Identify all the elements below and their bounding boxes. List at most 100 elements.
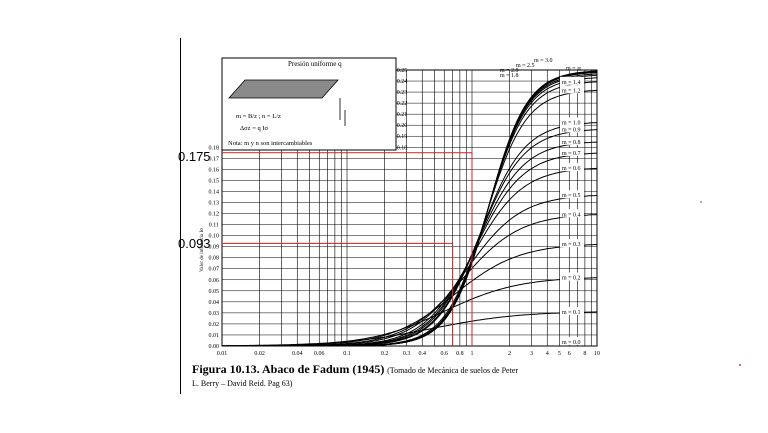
series-label: m = 1.4: [562, 80, 581, 86]
y-tick-label-inner: 0.21: [397, 112, 408, 118]
series-label-top: m = ∞: [566, 66, 581, 72]
y-tick-label: 0.03: [209, 311, 220, 317]
y-tick-label: 0.01: [209, 333, 220, 339]
series-label-bg: [560, 136, 584, 145]
y-tick-label-inner: 0.19: [397, 134, 408, 140]
series-label: m = 0.4: [562, 212, 581, 218]
inset-box: [221, 57, 397, 151]
caption-figure-label: Figura 10.13: [192, 362, 257, 376]
x-tick-label: 0.01: [217, 351, 228, 357]
series-label-bg: [560, 117, 584, 126]
series-label-bg: [560, 76, 584, 85]
inset-note: Nota: m y n son intercambiables: [228, 140, 313, 147]
y-tick-label-inner: 0.22: [397, 101, 408, 107]
y-tick-label: 0.15: [209, 178, 220, 184]
series-label: m = 0.1: [562, 310, 581, 316]
series-label: m = 0.3: [562, 242, 581, 248]
x-tick-label: 0.1: [343, 351, 351, 357]
series-label-top: m = 1.8: [500, 73, 519, 79]
series-label-bg: [560, 272, 584, 281]
curve-series-15: [222, 244, 598, 347]
series-label-top: m = 3.0: [534, 58, 553, 64]
caption-source-line1: (Tomado de Mecánica de suelos de Peter: [387, 366, 519, 375]
x-tick-label: 0.04: [292, 351, 303, 357]
x-tick-label: 0.3: [403, 351, 411, 357]
y-tick-label: 0.06: [209, 278, 220, 284]
caption-title: . Abaco de Fadum (1945): [256, 362, 385, 376]
y-tick-label: 0.05: [209, 289, 220, 295]
curve-series-13: [222, 194, 598, 347]
y-tick-label: 0.12: [209, 212, 220, 218]
curve-series-10: [222, 141, 598, 347]
series-label: m = 0.9: [562, 128, 581, 134]
stray-dot-gray: [700, 201, 702, 203]
y-tick-label-inner: 0.23: [397, 90, 408, 96]
y-tick-label: 0.17: [209, 156, 220, 162]
series-label-bg: [560, 163, 584, 172]
series-label-bg: [560, 124, 584, 133]
y-tick-label-inner: 0.24: [397, 79, 408, 85]
x-tick-label: 0.4: [419, 351, 427, 357]
y-tick-label: 0.10: [209, 234, 220, 240]
y-tick-label: 0.16: [209, 167, 220, 173]
series-label: m = 0.0: [562, 340, 581, 346]
inset-loaded-area: [228, 79, 339, 99]
inset-formula-stress: Δσz = q Iσ: [240, 125, 269, 132]
series-label: m = 0.5: [562, 193, 581, 199]
y-tick-label: 0.13: [209, 200, 220, 206]
x-tick-label: 3: [530, 351, 533, 357]
x-tick-label: 5: [558, 351, 561, 357]
curve-series-12: [222, 167, 598, 347]
y-tick-label: 0.09: [209, 245, 220, 251]
series-label: m = 0.6: [562, 166, 581, 172]
series-label-top: m = 2.0: [500, 68, 519, 74]
series-label-top: m = 2.5: [516, 63, 535, 69]
x-tick-label: 2: [508, 351, 511, 357]
y-tick-label: 0.02: [209, 322, 220, 328]
series-label: m = 0.2: [562, 276, 581, 282]
curve-series-17: [222, 311, 598, 347]
x-tick-label: 1: [471, 351, 474, 357]
series-label-bg: [560, 337, 584, 345]
y-tick-label: 0.04: [209, 300, 220, 306]
y-tick-label: 0.14: [209, 189, 220, 195]
x-tick-label: 0.2: [381, 351, 389, 357]
x-tick-label: 0.02: [254, 351, 265, 357]
series-label: m = 1.0: [562, 120, 581, 126]
series-label-bg: [560, 85, 584, 94]
slide-left-rule: [180, 38, 181, 394]
x-tick-label: 0.6: [441, 351, 449, 357]
y-axis-label: Valor de influencia Iσ: [200, 228, 205, 272]
x-tick-label: 6: [568, 351, 571, 357]
inset-title: Presión uniforme q: [288, 60, 342, 68]
y-tick-label: 0.00: [209, 344, 220, 350]
x-tick-label: 4: [546, 351, 549, 357]
x-tick-label: 0.06: [314, 351, 325, 357]
y-tick-label-inner: 0.25: [397, 68, 408, 74]
inset-formula-mn: m = B/z ; n = L/z: [236, 113, 281, 120]
y-tick-label-inner: 0.20: [397, 123, 408, 129]
figure-caption: Figura 10.13. Abaco de Fadum (1945) (Tom…: [192, 363, 622, 390]
x-tick-label: 8: [583, 351, 586, 357]
y-tick-label: 0.07: [209, 267, 220, 273]
y-tick-label-inner: 0.18: [397, 145, 408, 151]
x-tick-label: 0.8: [456, 351, 464, 357]
curve-series-8: [222, 122, 598, 347]
stray-dot-red: [739, 364, 741, 366]
annotation-upper-value: 0.175: [178, 149, 211, 164]
y-tick-label: 0.08: [209, 256, 220, 262]
series-label: m = 0.8: [562, 140, 581, 146]
series-label-bg: [560, 190, 584, 199]
x-tick-label: 10: [594, 351, 600, 357]
caption-source-line2: L. Berry – David Reid. Pag 63): [192, 379, 293, 388]
annotation-lower-value: 0.093: [178, 236, 211, 251]
y-tick-label: 0.11: [209, 223, 219, 229]
series-label: m = 0.7: [562, 151, 581, 157]
series-label-bg: [560, 307, 584, 316]
series-label: m = 1.2: [562, 88, 581, 94]
series-label-bg: [560, 209, 584, 218]
y-tick-label: 0.18: [209, 145, 220, 151]
series-label-bg: [560, 147, 584, 156]
